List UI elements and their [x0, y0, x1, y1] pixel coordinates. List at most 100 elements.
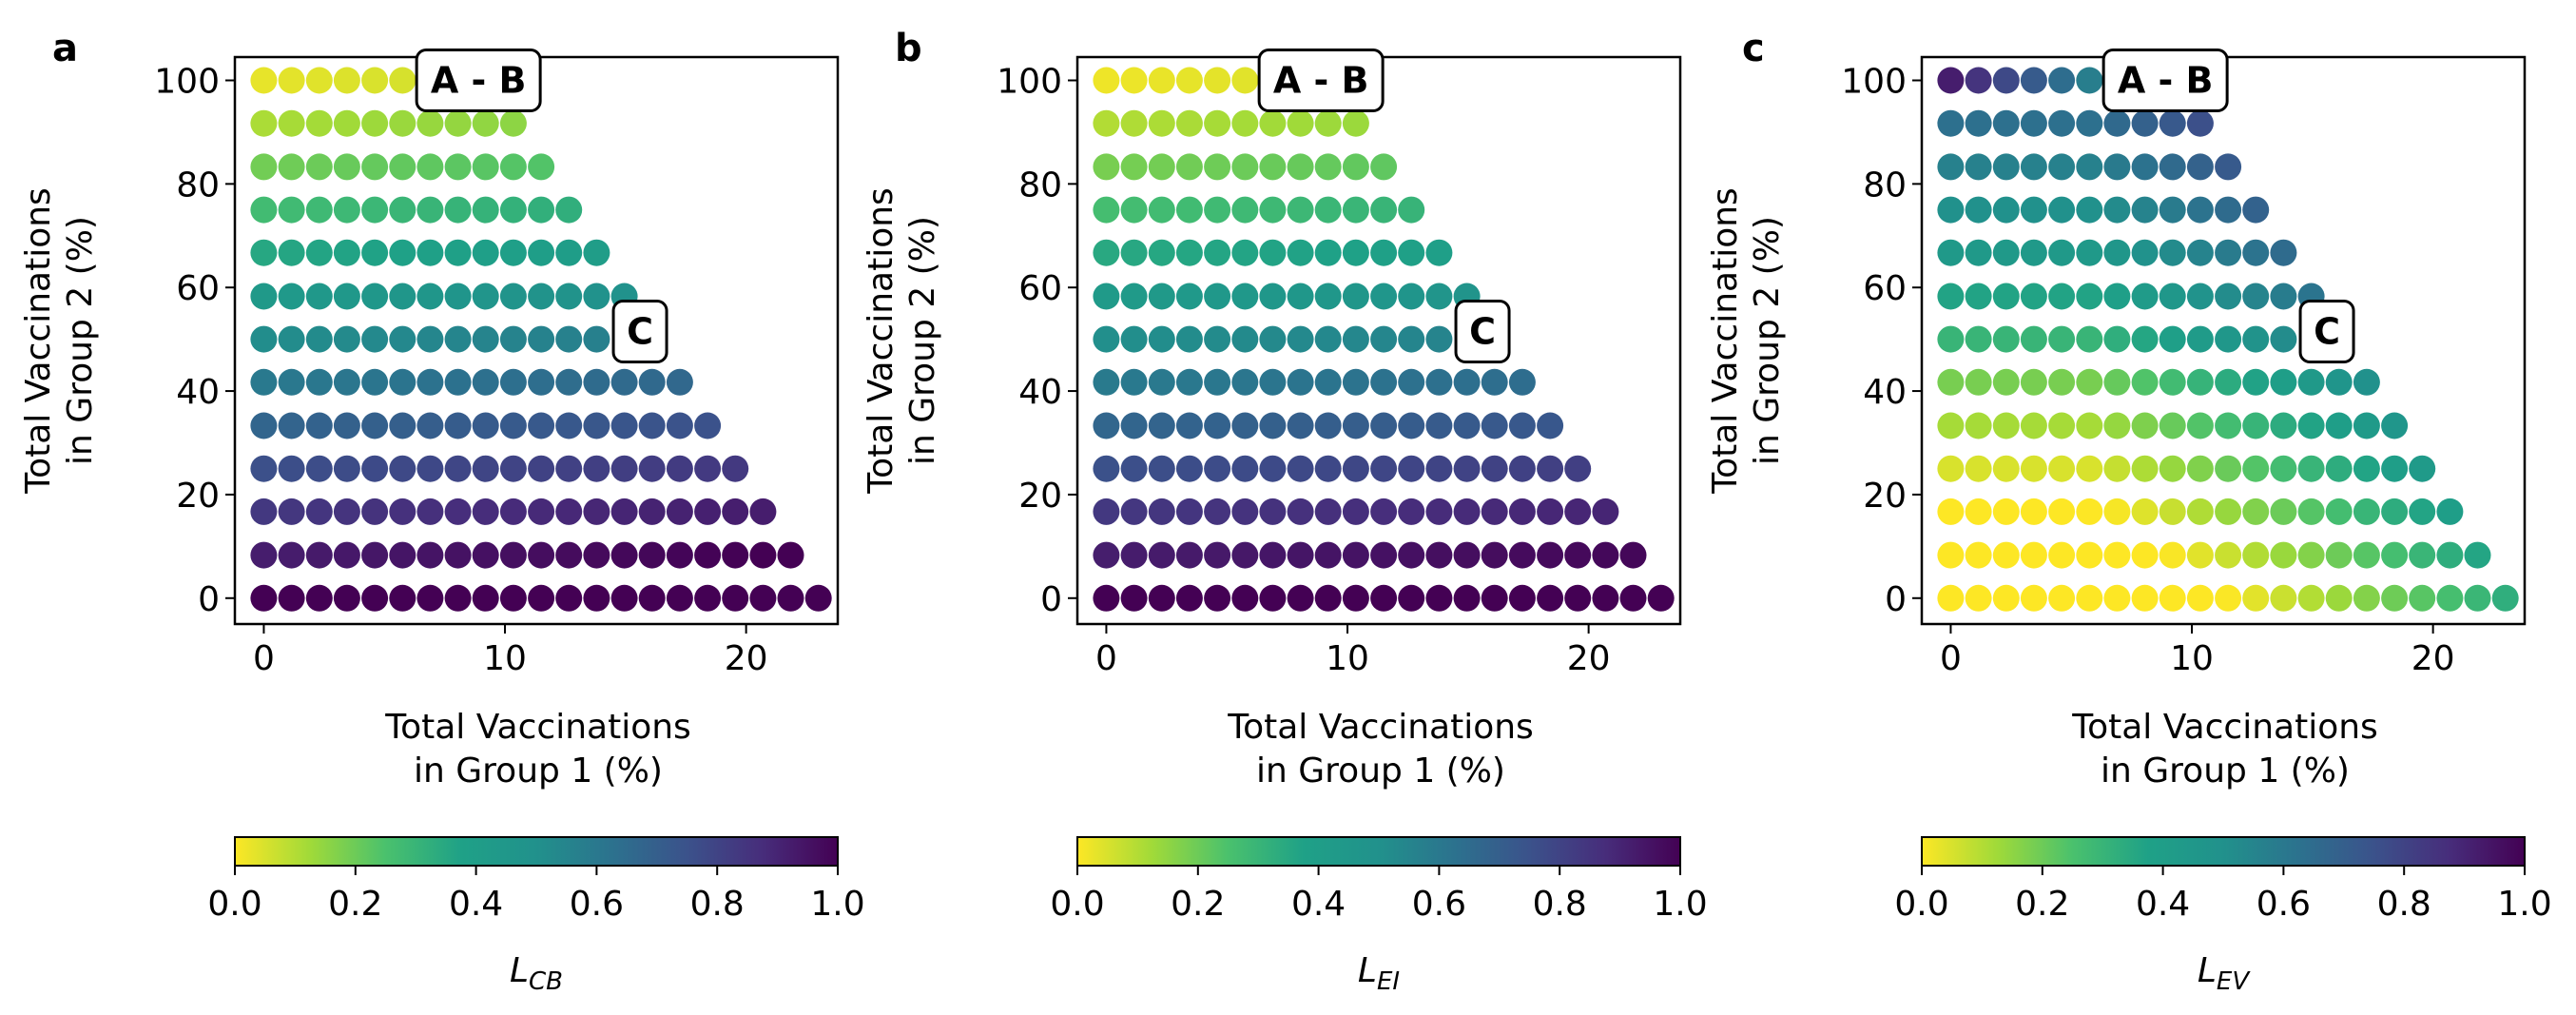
scatter-point	[2353, 412, 2380, 439]
scatter-point	[555, 412, 583, 439]
scatter-point	[305, 109, 333, 137]
scatter-point	[2020, 584, 2047, 612]
scatter-point	[305, 67, 333, 94]
scatter-point	[2436, 498, 2464, 525]
scatter-point	[2186, 283, 2214, 310]
scatter-point	[389, 584, 416, 612]
colorbar-label: LCB	[510, 951, 563, 996]
scatter-point	[1120, 498, 1148, 525]
scatter-point	[1937, 109, 1965, 137]
scatter-point	[2020, 412, 2047, 439]
scatter-point	[1342, 541, 1369, 569]
scatter-point	[1342, 498, 1369, 525]
scatter-point	[1537, 455, 1564, 482]
scatter-point	[1148, 412, 1175, 439]
scatter-point	[694, 584, 722, 612]
scatter-point	[1937, 412, 1965, 439]
scatter-point	[1314, 498, 1342, 525]
scatter-point	[1425, 368, 1453, 396]
scatter-point	[2131, 153, 2159, 181]
scatter-point	[1965, 239, 1992, 266]
scatter-point	[2103, 239, 2131, 266]
scatter-point	[499, 153, 527, 181]
scatter-point	[2270, 239, 2297, 266]
scatter-point	[2270, 541, 2297, 569]
scatter-point	[389, 153, 416, 181]
scatter-point	[528, 196, 555, 224]
annotation-label: A - B	[1273, 59, 1369, 101]
scatter-point	[361, 109, 389, 137]
scatter-point	[1370, 455, 1398, 482]
scatter-point	[1204, 153, 1231, 181]
scatter-point	[305, 196, 333, 224]
x-tick-label: 20	[725, 639, 768, 678]
scatter-point	[2215, 541, 2242, 569]
scatter-point	[1120, 584, 1148, 612]
scatter-point	[333, 67, 360, 94]
scatter-point	[1314, 584, 1342, 612]
y-tick-label: 20	[1018, 477, 1062, 516]
scatter-point	[305, 239, 333, 266]
scatter-point	[610, 498, 638, 525]
scatter-point	[361, 196, 389, 224]
scatter-point	[1425, 498, 1453, 525]
scatter-point	[777, 584, 804, 612]
scatter-point	[2048, 153, 2076, 181]
scatter-point	[1287, 109, 1314, 137]
scatter-point	[2215, 283, 2242, 310]
scatter-point	[2215, 368, 2242, 396]
scatter-point	[1342, 283, 1369, 310]
scatter-point	[583, 412, 610, 439]
scatter-point	[250, 455, 278, 482]
scatter-point	[2103, 584, 2131, 612]
scatter-point	[2381, 412, 2409, 439]
scatter-point	[1992, 368, 2020, 396]
y-tick-label: 40	[1863, 373, 1907, 412]
scatter-point	[250, 368, 278, 396]
scatter-point	[1093, 368, 1120, 396]
scatter-point	[333, 239, 360, 266]
scatter-point	[1120, 455, 1148, 482]
scatter-point	[1508, 455, 1536, 482]
scatter-point	[2131, 584, 2159, 612]
scatter-point	[1937, 498, 1965, 525]
scatter-point	[2159, 541, 2186, 569]
scatter-point	[1398, 498, 1425, 525]
scatter-point	[2242, 584, 2270, 612]
scatter-point	[2297, 541, 2325, 569]
scatter-point	[1093, 412, 1120, 439]
scatter-point	[1120, 325, 1148, 353]
scatter-point	[2186, 325, 2214, 353]
scatter-point	[2270, 412, 2297, 439]
scatter-point	[1564, 584, 1592, 612]
scatter-point	[1204, 584, 1231, 612]
scatter-point	[2020, 541, 2047, 569]
scatter-point	[2242, 239, 2270, 266]
scatter-point	[1992, 109, 2020, 137]
scatter-point	[1231, 584, 1259, 612]
scatter-point	[1481, 368, 1508, 396]
scatter-point	[528, 368, 555, 396]
scatter-point	[610, 412, 638, 439]
scatter-point	[361, 541, 389, 569]
scatter-point	[2436, 541, 2464, 569]
colorbar-tick-label: 0.4	[449, 885, 503, 924]
scatter-point	[1259, 498, 1287, 525]
scatter-point	[2048, 541, 2076, 569]
scatter-point	[583, 239, 610, 266]
scatter-point	[1204, 498, 1231, 525]
scatter-point	[444, 584, 472, 612]
scatter-point	[1398, 368, 1425, 396]
scatter-point	[305, 325, 333, 353]
scatter-point	[1231, 368, 1259, 396]
scatter-point	[2103, 412, 2131, 439]
x-axis-label: Total Vaccinations in Group 1 (%)	[1227, 708, 1534, 791]
scatter-point	[1314, 412, 1342, 439]
scatter-point	[2242, 541, 2270, 569]
scatter-point	[444, 239, 472, 266]
annotations: A - B C	[1257, 48, 1511, 363]
scatter-point	[1120, 368, 1148, 396]
scatter-point	[250, 109, 278, 137]
scatter-point	[1965, 325, 1992, 353]
scatter-point	[416, 368, 444, 396]
